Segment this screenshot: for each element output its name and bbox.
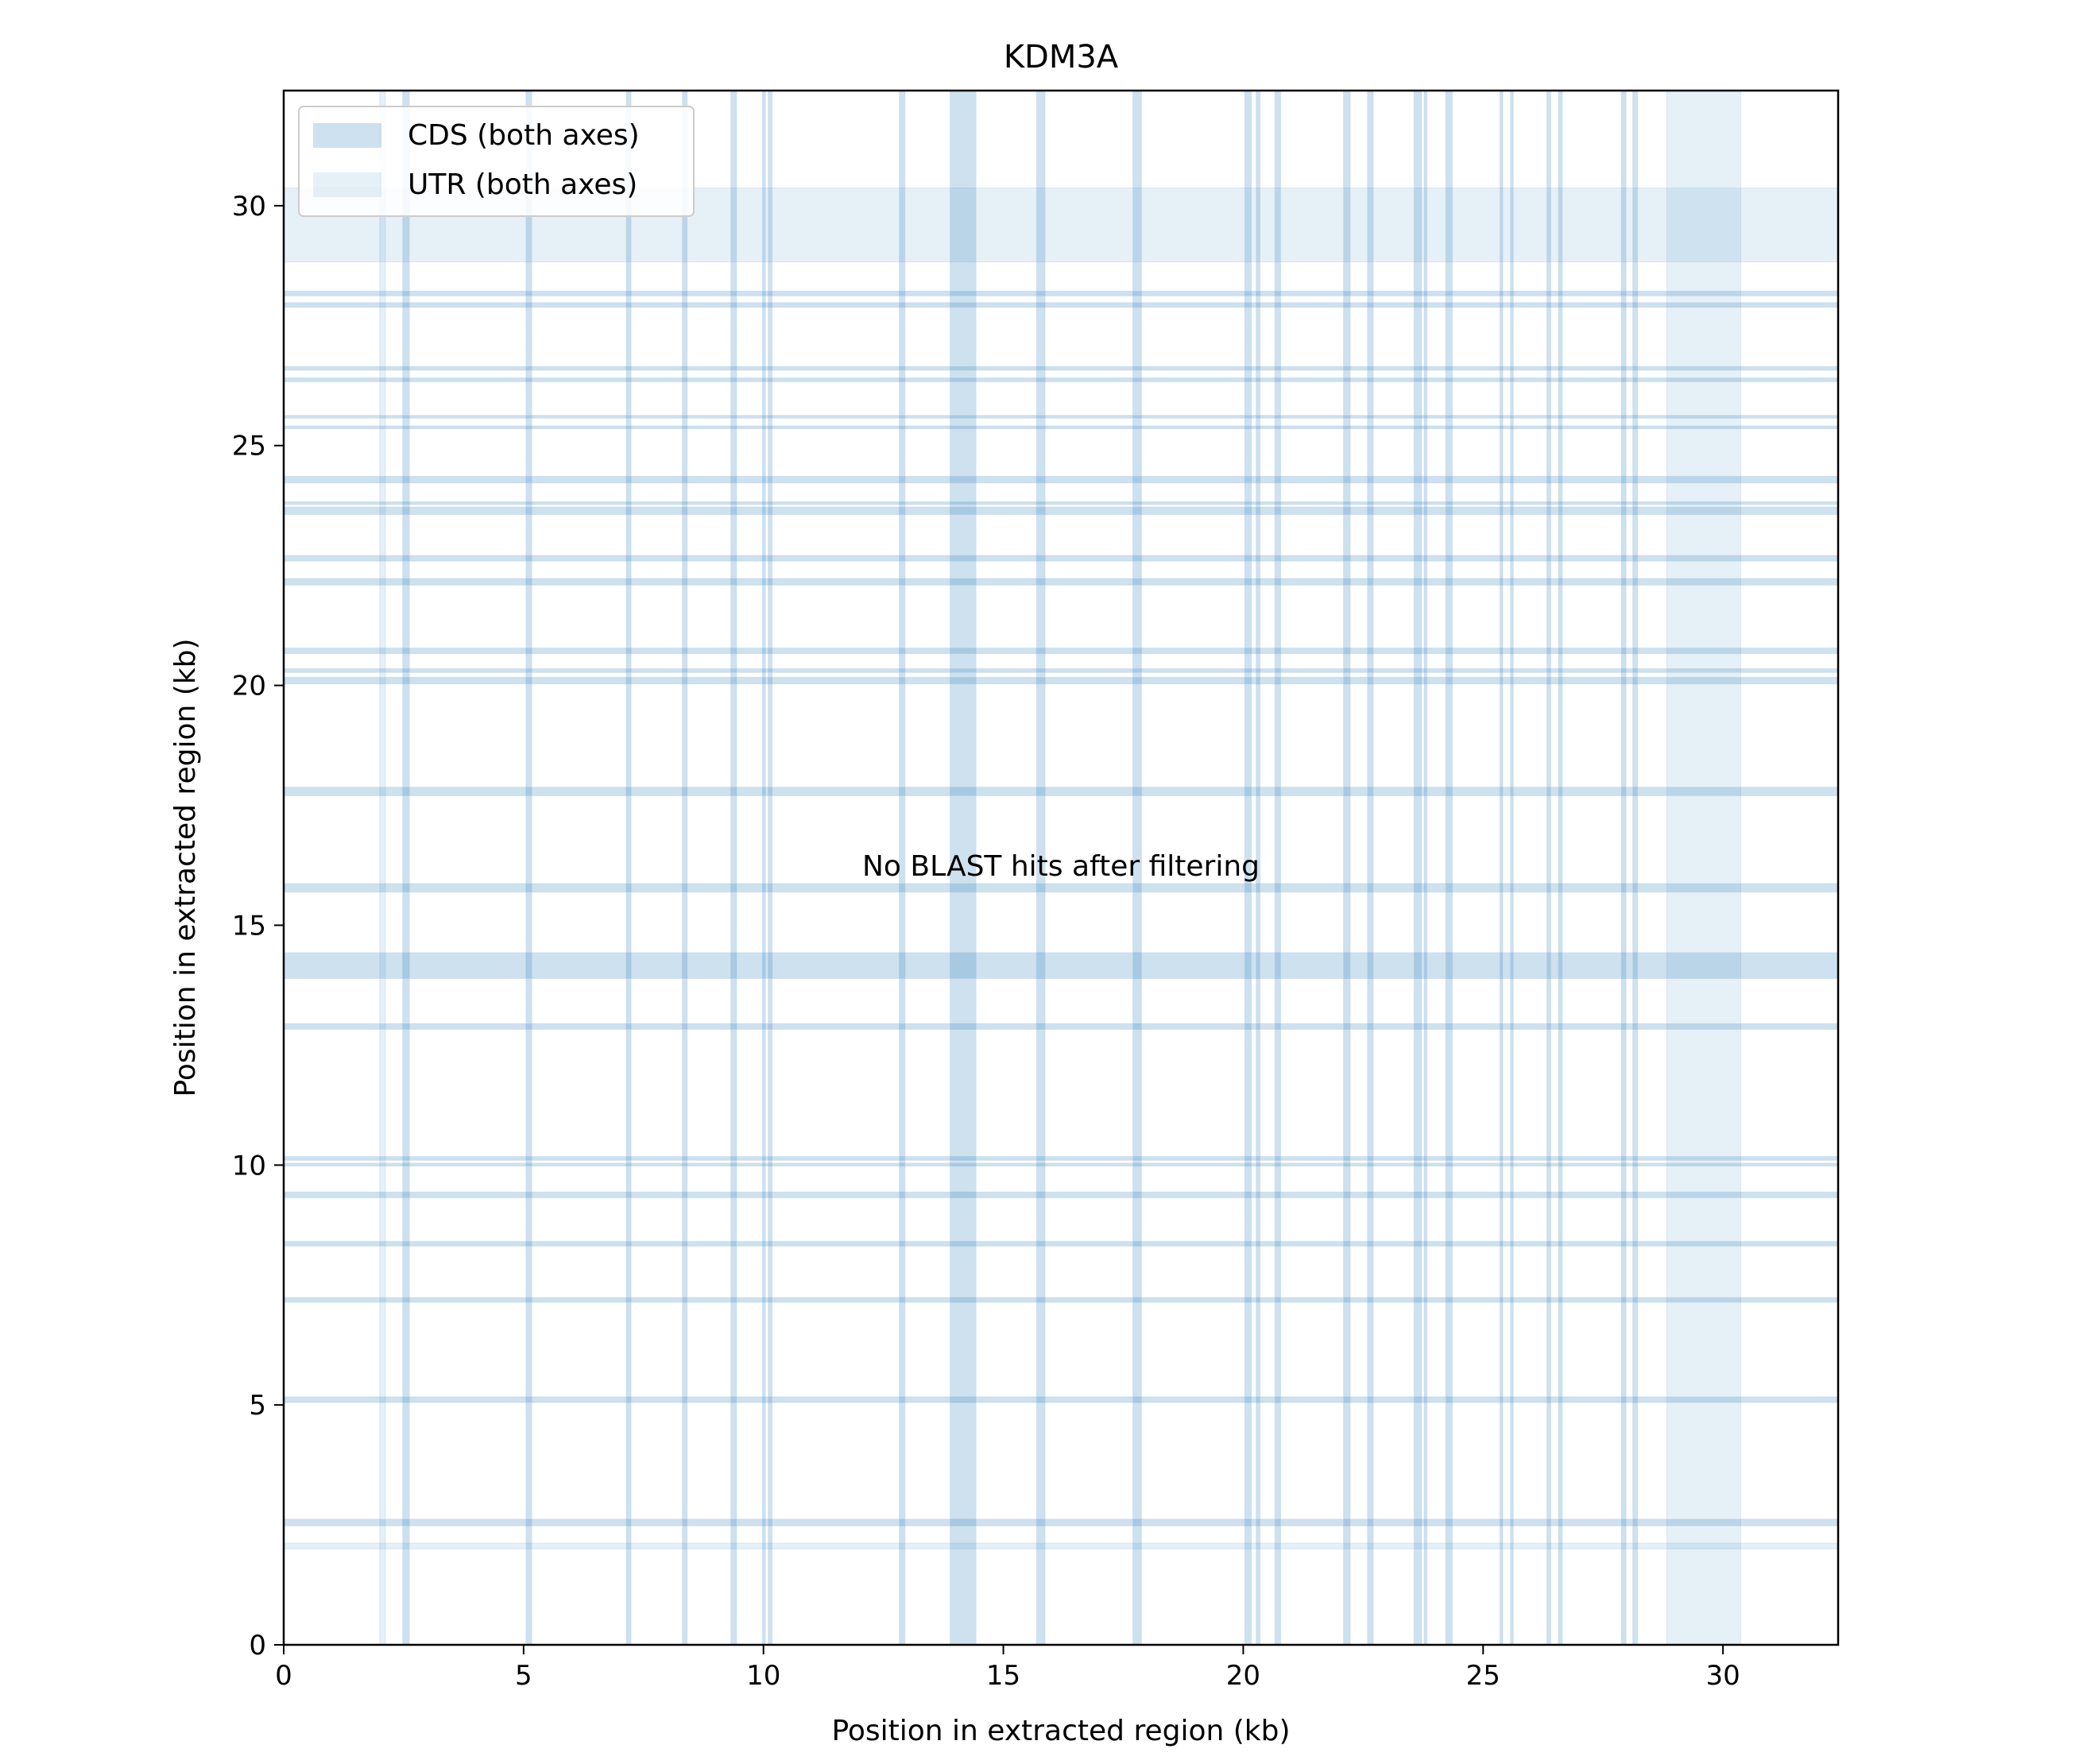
cds-band-horizontal-14	[283, 578, 1839, 586]
cds-band-horizontal-13	[283, 648, 1839, 655]
cds-band-horizontal-19	[283, 425, 1839, 430]
legend-swatch-cds	[313, 123, 381, 148]
cds-band-horizontal-17	[283, 501, 1839, 505]
cds-band-horizontal-12	[283, 667, 1839, 673]
y-tick-label-30: 30	[232, 191, 266, 222]
cds-band-horizontal-2	[283, 1297, 1839, 1303]
cds-band-horizontal-3	[283, 1240, 1839, 1247]
cds-band-vertical-24	[1632, 90, 1639, 1646]
cds-band-horizontal-18	[283, 475, 1839, 484]
x-axis-label: Position in extracted region (kb)	[831, 1715, 1290, 1747]
utr-band-vertical-0	[379, 90, 386, 1646]
cds-band-horizontal-24	[283, 290, 1839, 296]
cds-band-vertical-3	[682, 90, 688, 1646]
plot-frame	[282, 89, 1840, 1646]
cds-band-vertical-1	[525, 90, 532, 1646]
cds-band-vertical-19	[1499, 90, 1504, 1646]
y-tick-label-0: 0	[249, 1630, 266, 1661]
cds-band-vertical-6	[768, 90, 773, 1646]
cds-band-vertical-15	[1367, 90, 1374, 1646]
legend-label-cds: CDS (both axes)	[408, 119, 640, 152]
x-tick-label-10: 10	[746, 1660, 780, 1692]
cds-band-vertical-0	[402, 90, 410, 1646]
cds-band-vertical-4	[730, 90, 737, 1646]
x-tick-label-15: 15	[986, 1660, 1020, 1692]
utr-band-horizontal-0	[283, 1542, 1839, 1549]
legend-swatch-utr	[313, 172, 381, 197]
y-tick-label-5: 5	[249, 1390, 266, 1422]
cds-band-vertical-14	[1343, 90, 1351, 1646]
cds-band-horizontal-20	[283, 415, 1839, 419]
cds-band-horizontal-21	[283, 377, 1839, 382]
cds-band-vertical-16	[1413, 90, 1423, 1646]
x-tick-label-5: 5	[515, 1660, 532, 1692]
cds-band-horizontal-11	[283, 676, 1839, 685]
cds-band-horizontal-7	[283, 1023, 1839, 1030]
cds-band-vertical-13	[1274, 90, 1281, 1646]
cds-band-vertical-18	[1445, 90, 1454, 1646]
cds-band-vertical-23	[1620, 90, 1627, 1646]
y-tick-label-15: 15	[232, 910, 266, 942]
cds-band-vertical-2	[625, 90, 632, 1646]
legend-label-utr: UTR (both axes)	[408, 168, 637, 201]
x-axis-ticks: 0 5 10 15 20 25 30	[275, 1645, 1740, 1692]
cds-band-horizontal-5	[283, 1162, 1839, 1167]
x-tick-label-30: 30	[1705, 1660, 1740, 1692]
cds-band-vertical-17	[1423, 90, 1428, 1646]
x-tick-label-20: 20	[1226, 1660, 1260, 1692]
y-axis-ticks: 0 5 10 15 20 25 30	[232, 191, 284, 1661]
cds-band-horizontal-15	[283, 555, 1839, 562]
x-tick-label-0: 0	[275, 1660, 292, 1692]
legend-box	[298, 106, 695, 217]
cds-band-horizontal-4	[283, 1191, 1839, 1198]
cds-band-horizontal-8	[283, 952, 1839, 979]
cds-band-horizontal-23	[283, 302, 1839, 308]
cds-band-horizontal-16	[283, 506, 1839, 516]
cds-band-vertical-21	[1546, 90, 1551, 1646]
x-tick-label-25: 25	[1466, 1660, 1500, 1692]
y-axis-label: Position in extracted region (kb)	[169, 638, 202, 1097]
cds-band-horizontal-6	[283, 1155, 1839, 1161]
no-hits-annotation: No BLAST hits after filtering	[862, 850, 1260, 883]
cds-band-horizontal-1	[283, 1396, 1839, 1403]
cds-band-horizontal-10	[283, 787, 1839, 796]
y-tick-label-25: 25	[232, 431, 266, 462]
cds-band-vertical-5	[761, 90, 766, 1646]
cds-band-horizontal-22	[283, 366, 1839, 371]
cds-band-horizontal-0	[283, 1518, 1839, 1526]
cds-band-horizontal-9	[283, 883, 1839, 893]
cds-band-vertical-20	[1510, 90, 1514, 1646]
legend: CDS (both axes) UTR (both axes)	[298, 106, 695, 217]
cds-band-vertical-22	[1558, 90, 1563, 1646]
y-tick-label-10: 10	[232, 1150, 266, 1182]
chart-title: KDM3A	[1004, 39, 1119, 75]
y-tick-label-20: 20	[232, 671, 266, 702]
utr-band-vertical-1	[1666, 90, 1741, 1646]
